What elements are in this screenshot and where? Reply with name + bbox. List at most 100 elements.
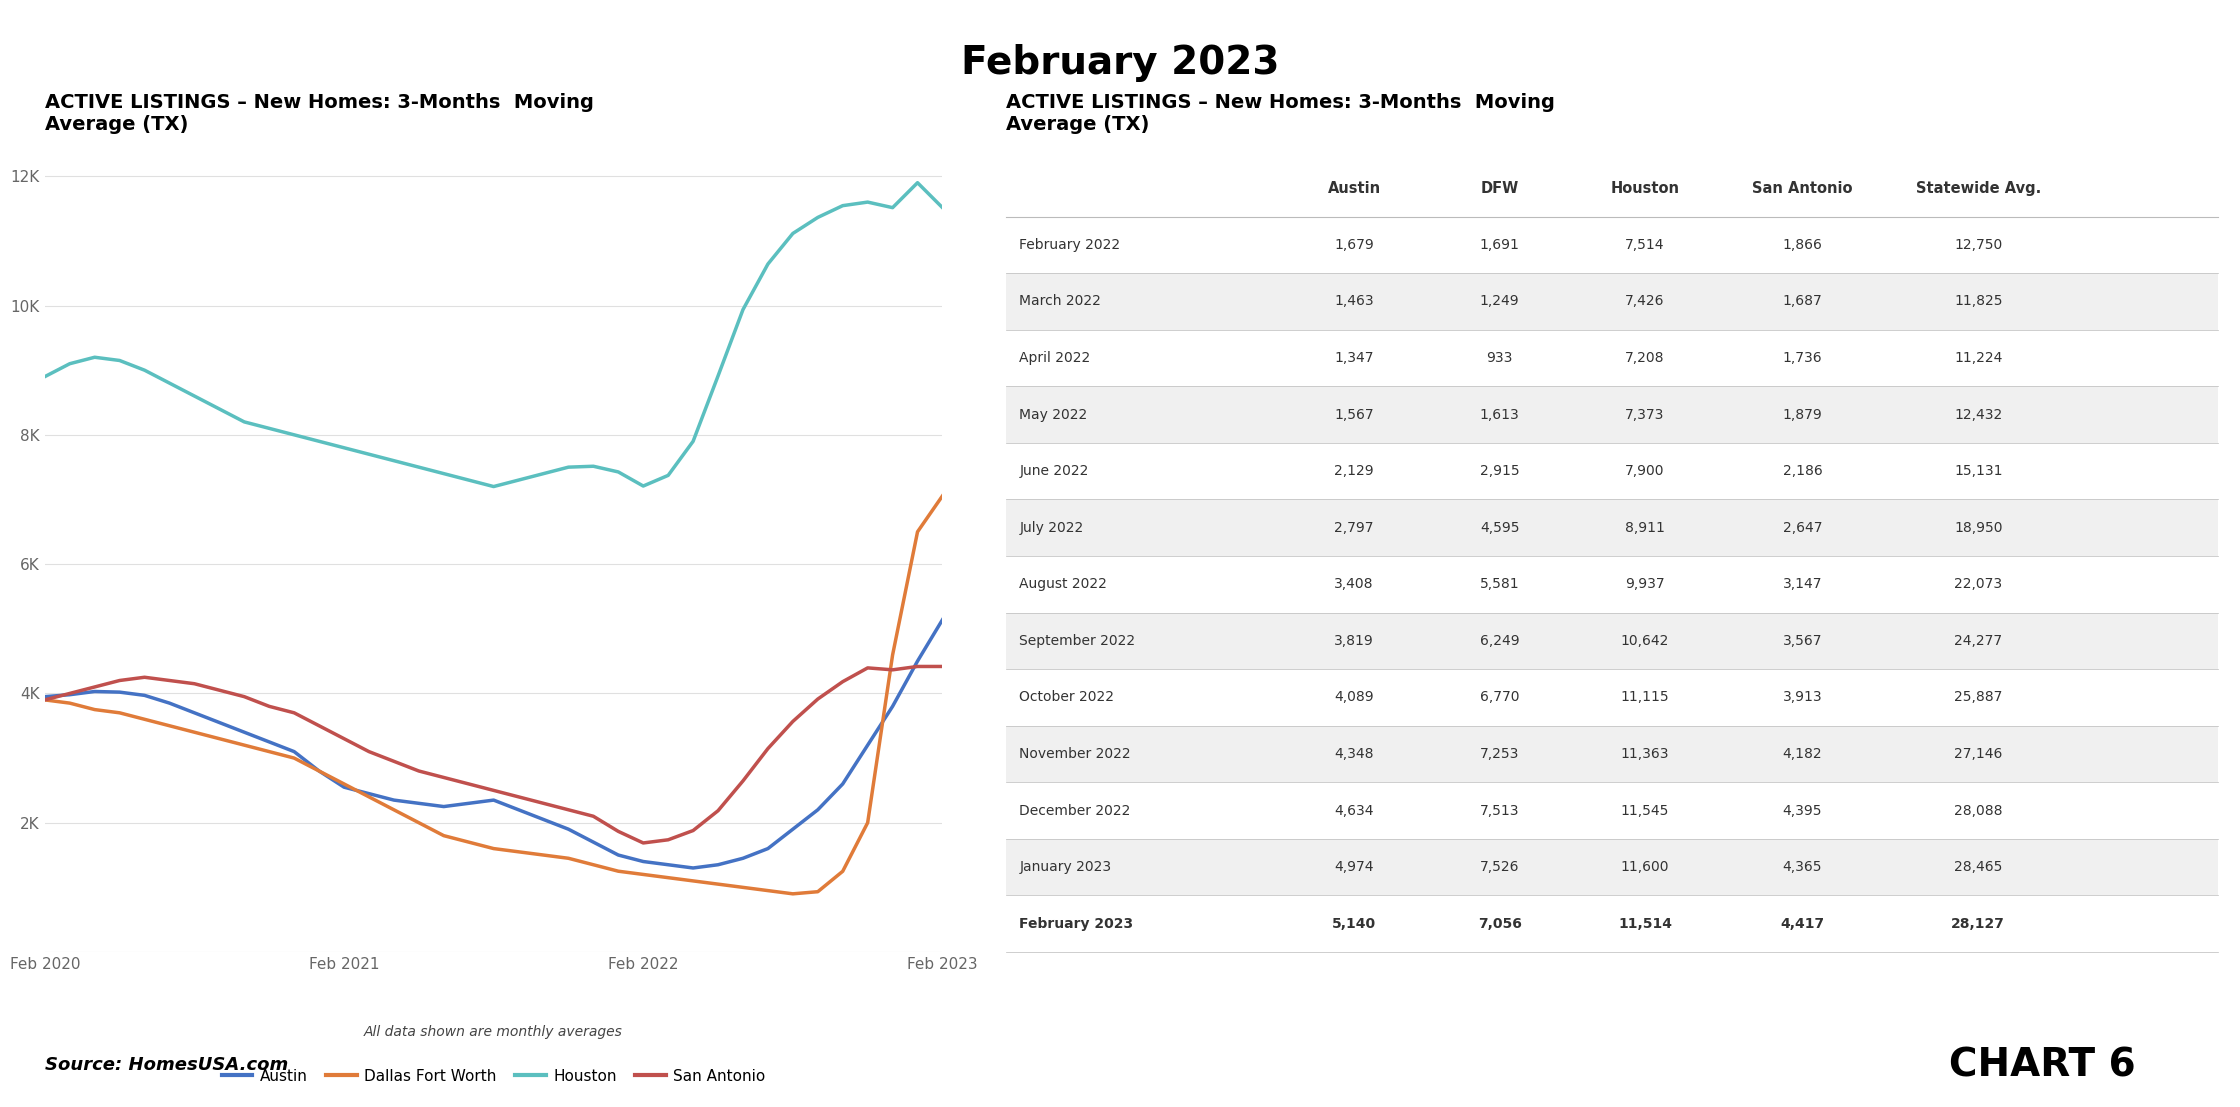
Text: 11,224: 11,224 (1953, 351, 2003, 365)
Text: 2,129: 2,129 (1335, 464, 1373, 478)
Text: 1,866: 1,866 (1783, 238, 1823, 252)
FancyBboxPatch shape (1006, 896, 2218, 952)
Text: 4,365: 4,365 (1783, 860, 1823, 875)
Text: 4,182: 4,182 (1783, 747, 1823, 761)
Text: 27,146: 27,146 (1953, 747, 2003, 761)
Text: June 2022: June 2022 (1019, 464, 1089, 478)
Text: 4,348: 4,348 (1335, 747, 1373, 761)
Text: 3,819: 3,819 (1335, 634, 1373, 648)
Text: 1,687: 1,687 (1783, 294, 1823, 309)
Text: 11,545: 11,545 (1622, 804, 1669, 818)
Text: 4,395: 4,395 (1783, 804, 1823, 818)
Text: 3,913: 3,913 (1783, 691, 1823, 704)
Text: DFW: DFW (1481, 180, 1519, 196)
Text: ACTIVE LISTINGS – New Homes: 3-Months  Moving
Average (TX): ACTIVE LISTINGS – New Homes: 3-Months Mo… (45, 93, 594, 134)
Text: 933: 933 (1487, 351, 1512, 365)
Text: 22,073: 22,073 (1953, 578, 2003, 591)
Text: Statewide Avg.: Statewide Avg. (1915, 180, 2041, 196)
Text: 1,567: 1,567 (1335, 407, 1373, 422)
Text: 1,691: 1,691 (1481, 238, 1519, 252)
Text: July 2022: July 2022 (1019, 520, 1084, 535)
Text: 2,915: 2,915 (1481, 464, 1519, 478)
Text: 5,581: 5,581 (1481, 578, 1519, 591)
FancyBboxPatch shape (1006, 726, 2218, 783)
Text: 11,363: 11,363 (1622, 747, 1669, 761)
Text: 8,911: 8,911 (1624, 520, 1664, 535)
Text: 3,147: 3,147 (1783, 578, 1823, 591)
Text: 11,514: 11,514 (1617, 917, 1671, 931)
Legend: Austin, Dallas Fort Worth, Houston, San Antonio: Austin, Dallas Fort Worth, Houston, San … (215, 1063, 771, 1089)
Text: 11,600: 11,600 (1622, 860, 1669, 875)
Text: 2,797: 2,797 (1335, 520, 1373, 535)
FancyBboxPatch shape (1006, 330, 2218, 386)
Text: 1,736: 1,736 (1783, 351, 1823, 365)
FancyBboxPatch shape (1006, 783, 2218, 839)
Text: 28,465: 28,465 (1953, 860, 2003, 875)
Text: January 2023: January 2023 (1019, 860, 1111, 875)
Text: Houston: Houston (1611, 180, 1680, 196)
Text: October 2022: October 2022 (1019, 691, 1113, 704)
Text: 10,642: 10,642 (1622, 634, 1669, 648)
Text: 12,432: 12,432 (1953, 407, 2003, 422)
Text: 7,253: 7,253 (1481, 747, 1519, 761)
Text: August 2022: August 2022 (1019, 578, 1107, 591)
Text: November 2022: November 2022 (1019, 747, 1131, 761)
Text: San Antonio: San Antonio (1752, 180, 1852, 196)
Text: 1,879: 1,879 (1783, 407, 1823, 422)
Text: May 2022: May 2022 (1019, 407, 1089, 422)
Text: 7,514: 7,514 (1626, 238, 1664, 252)
FancyBboxPatch shape (1006, 273, 2218, 330)
Text: September 2022: September 2022 (1019, 634, 1136, 648)
Text: 1,463: 1,463 (1335, 294, 1373, 309)
Text: 7,208: 7,208 (1626, 351, 1664, 365)
FancyBboxPatch shape (1006, 669, 2218, 726)
FancyBboxPatch shape (1006, 612, 2218, 669)
Text: 4,974: 4,974 (1335, 860, 1373, 875)
Text: 5,140: 5,140 (1333, 917, 1375, 931)
FancyBboxPatch shape (1006, 443, 2218, 499)
Text: 12,750: 12,750 (1953, 238, 2003, 252)
Text: 11,115: 11,115 (1622, 691, 1669, 704)
Text: 18,950: 18,950 (1953, 520, 2003, 535)
Text: 3,408: 3,408 (1335, 578, 1373, 591)
Text: 24,277: 24,277 (1953, 634, 2003, 648)
Text: 1,679: 1,679 (1335, 238, 1373, 252)
Text: December 2022: December 2022 (1019, 804, 1131, 818)
Text: 25,887: 25,887 (1953, 691, 2003, 704)
Text: 15,131: 15,131 (1953, 464, 2003, 478)
Text: 4,595: 4,595 (1481, 520, 1519, 535)
Text: February 2023: February 2023 (1019, 917, 1133, 931)
Text: March 2022: March 2022 (1019, 294, 1102, 309)
Text: All data shown are monthly averages: All data shown are monthly averages (365, 1025, 623, 1038)
Text: CHART 6: CHART 6 (1949, 1047, 2135, 1085)
Text: February 2022: February 2022 (1019, 238, 1120, 252)
Text: 2,647: 2,647 (1783, 520, 1823, 535)
Text: 3,567: 3,567 (1783, 634, 1823, 648)
FancyBboxPatch shape (1006, 499, 2218, 556)
Text: 28,127: 28,127 (1951, 917, 2005, 931)
Text: 4,634: 4,634 (1335, 804, 1373, 818)
Text: 2,186: 2,186 (1783, 464, 1823, 478)
Text: Source: HomesUSA.com: Source: HomesUSA.com (45, 1056, 289, 1074)
Text: 7,373: 7,373 (1626, 407, 1664, 422)
Text: 9,937: 9,937 (1626, 578, 1664, 591)
Text: February 2023: February 2023 (961, 44, 1279, 82)
Text: 1,347: 1,347 (1335, 351, 1373, 365)
Text: ACTIVE LISTINGS – New Homes: 3-Months  Moving
Average (TX): ACTIVE LISTINGS – New Homes: 3-Months Mo… (1006, 93, 1555, 134)
Text: 28,088: 28,088 (1953, 804, 2003, 818)
Text: 1,613: 1,613 (1481, 407, 1519, 422)
Text: 4,089: 4,089 (1335, 691, 1373, 704)
Text: 7,513: 7,513 (1481, 804, 1519, 818)
Text: 7,056: 7,056 (1478, 917, 1521, 931)
FancyBboxPatch shape (1006, 217, 2218, 273)
Text: 1,249: 1,249 (1481, 294, 1519, 309)
FancyBboxPatch shape (1006, 556, 2218, 612)
Text: 11,825: 11,825 (1953, 294, 2003, 309)
Text: 6,249: 6,249 (1481, 634, 1519, 648)
Text: Austin: Austin (1328, 180, 1380, 196)
Text: 7,900: 7,900 (1626, 464, 1664, 478)
FancyBboxPatch shape (1006, 161, 2218, 217)
Text: 7,526: 7,526 (1481, 860, 1519, 875)
Text: April 2022: April 2022 (1019, 351, 1091, 365)
Text: 7,426: 7,426 (1626, 294, 1664, 309)
